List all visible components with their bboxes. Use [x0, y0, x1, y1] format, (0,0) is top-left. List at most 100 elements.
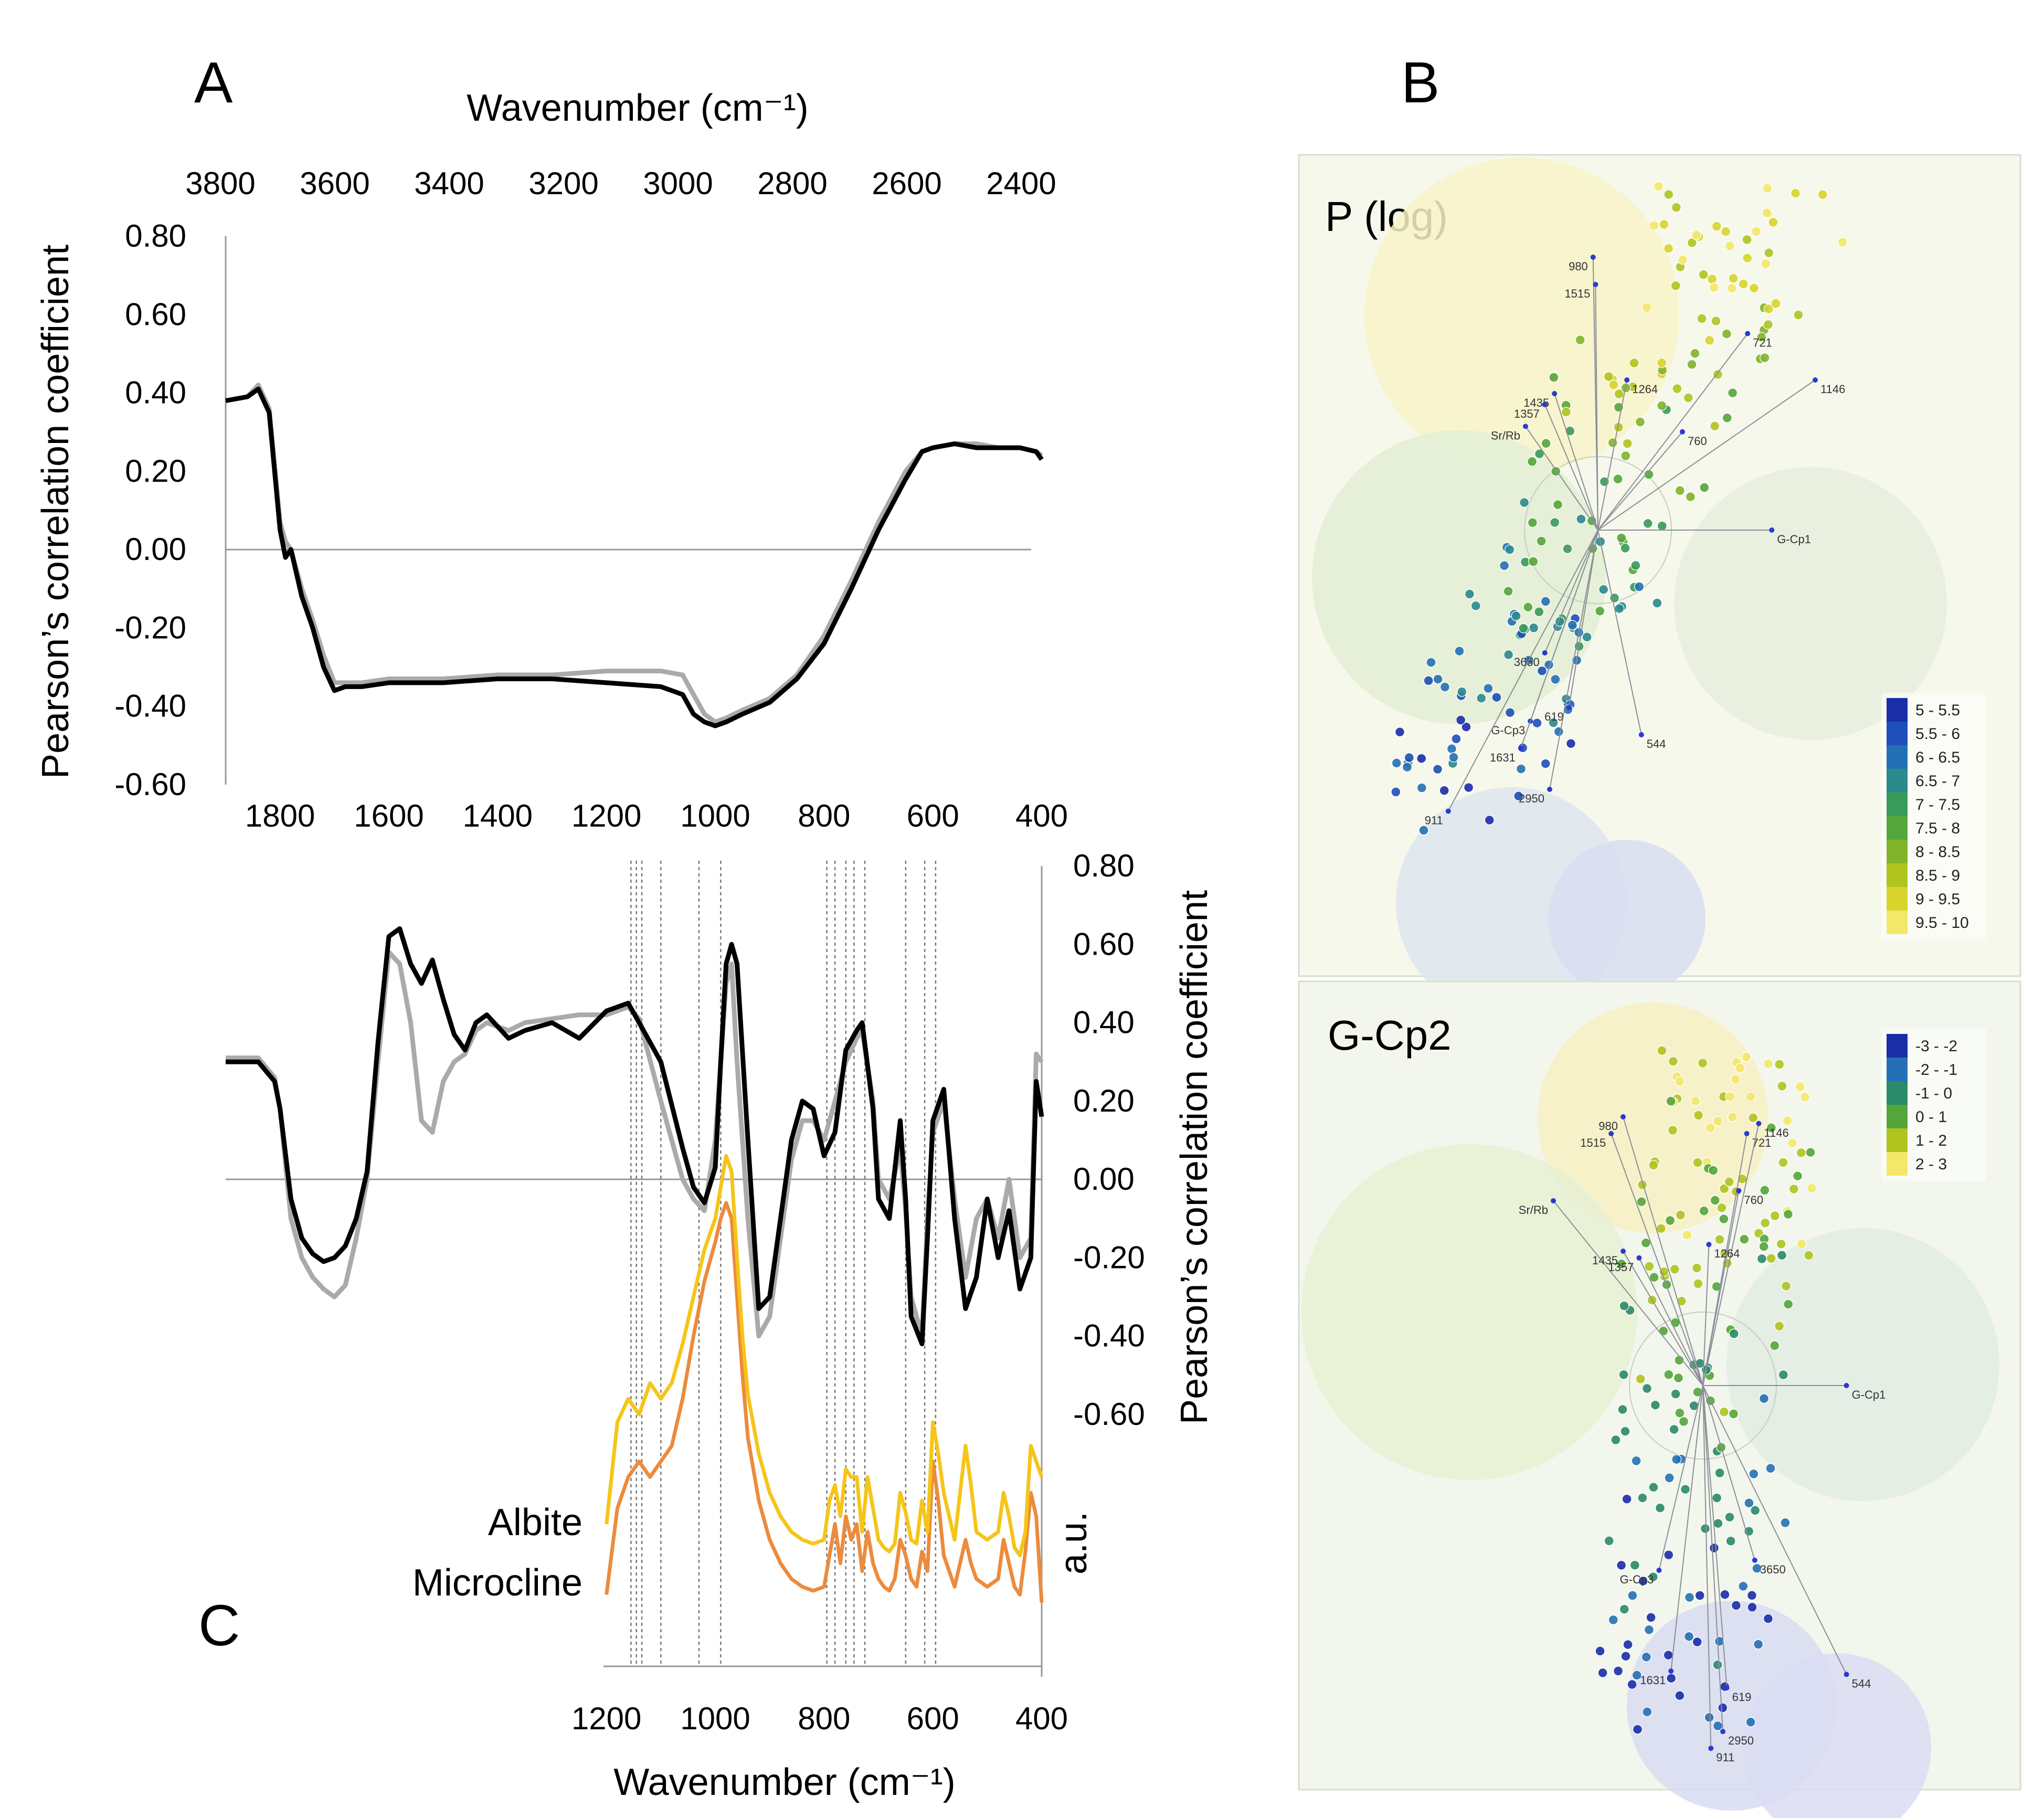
sample-point [1687, 359, 1697, 370]
sample-point [1649, 220, 1659, 231]
sample-point [1541, 438, 1551, 449]
sample-point [1689, 1400, 1699, 1411]
loading-vector [1597, 431, 1683, 531]
legend-label: -3 - -2 [1915, 1038, 1957, 1055]
sample-point [1627, 1590, 1638, 1601]
sample-point [1565, 738, 1576, 749]
sample-point [1528, 556, 1539, 567]
sample-point [1698, 269, 1709, 280]
sample-point [1620, 543, 1630, 554]
sample-point [1608, 1614, 1619, 1625]
panel-a-top-x-tick: 2400 [986, 166, 1056, 201]
sample-point [1766, 1253, 1776, 1264]
sample-point [1550, 674, 1561, 685]
sample-point [1708, 1165, 1719, 1176]
sample-point [1632, 1724, 1643, 1735]
sample-point [1632, 1670, 1642, 1680]
sample-point [1518, 623, 1529, 633]
legend-label: -2 - -1 [1915, 1061, 1957, 1079]
sample-point [1537, 665, 1548, 677]
sample-point [1700, 1523, 1711, 1534]
panel-c-series-microcline [605, 1201, 1044, 1603]
sample-point [1753, 1639, 1764, 1650]
sample-point [1616, 1560, 1627, 1571]
vector-tip [1708, 1746, 1714, 1751]
sample-point [1717, 1202, 1727, 1213]
loading-vector [1554, 393, 1598, 531]
sample-point [1790, 188, 1801, 198]
sample-point [1759, 1241, 1769, 1252]
sample-point [1694, 1590, 1705, 1601]
loading-vector [1702, 1385, 1723, 1732]
sample-point [1461, 722, 1471, 732]
loading-vector [1553, 1200, 1703, 1386]
panel-b-bottom-title: G-Cp2 [1328, 1012, 1452, 1059]
legend-swatch [1887, 1152, 1908, 1176]
density-blob [1674, 467, 1947, 740]
sample-point [1627, 1679, 1637, 1690]
panel-a-bottom-x-tick: 400 [1015, 798, 1068, 833]
sample-point [1534, 607, 1544, 617]
legend-label: 7.5 - 8 [1915, 820, 1960, 837]
sample-point [1635, 417, 1646, 427]
sample-point [1724, 1512, 1735, 1523]
sample-point [1752, 1563, 1762, 1574]
vector-tip [1813, 377, 1818, 383]
sample-point [1503, 649, 1514, 660]
sample-point [1670, 1389, 1681, 1399]
panel-c-series-black [226, 926, 1044, 1347]
sample-point [1721, 329, 1732, 339]
sample-point [1747, 1602, 1757, 1613]
vector-label: 2950 [1519, 792, 1544, 805]
sample-point [1646, 1612, 1656, 1623]
sample-point [1595, 1646, 1605, 1656]
panel-c-x-tick: 800 [798, 1701, 850, 1736]
sample-point [1687, 237, 1697, 248]
legend-label: 1 - 2 [1915, 1132, 1947, 1149]
vector-label: 980 [1569, 260, 1588, 273]
sample-point [1719, 1183, 1730, 1194]
density-blob [1301, 1144, 1637, 1480]
vector-tip [1720, 1729, 1725, 1735]
sample-point [1641, 302, 1652, 313]
sample-point [1675, 485, 1685, 496]
sample-point [1432, 764, 1443, 775]
loading-vector [1597, 530, 1642, 735]
sample-point [1675, 1210, 1686, 1220]
sample-point [1777, 1081, 1787, 1092]
sample-point [1454, 646, 1465, 657]
sample-point [1711, 221, 1722, 232]
sample-point [1505, 707, 1516, 718]
legend-label: 9 - 9.5 [1915, 891, 1960, 908]
vector-label: 1357 [1514, 407, 1540, 420]
sample-point [1637, 1493, 1648, 1503]
sample-point [1433, 674, 1443, 684]
panel-c-y-tick: 0.00 [1073, 1161, 1135, 1197]
sample-point [1648, 1160, 1659, 1170]
vector-tip [1624, 377, 1630, 383]
sample-point [1690, 1096, 1701, 1106]
sample-point [1423, 675, 1434, 686]
panel-c-x-tick: 400 [1015, 1701, 1068, 1736]
vector-tip [1566, 705, 1572, 710]
panel-a-y-tick: -0.20 [114, 610, 186, 645]
sample-point [1699, 1206, 1709, 1217]
sample-point [1742, 252, 1753, 263]
sample-point [1678, 1416, 1689, 1427]
sample-point [1621, 1651, 1631, 1662]
sample-point [1707, 274, 1718, 284]
vector-tip [1551, 1198, 1556, 1203]
vector-label: 2950 [1728, 1734, 1754, 1747]
sample-point [1705, 1123, 1716, 1133]
sample-point [1416, 753, 1427, 764]
sample-point [1693, 1278, 1703, 1289]
sample-point [1765, 1463, 1776, 1474]
legend-swatch [1887, 1058, 1908, 1081]
panel-c-au-label: a.u. [1053, 1512, 1095, 1574]
sample-point [1652, 598, 1662, 608]
legend-swatch [1887, 1105, 1908, 1128]
panel-label-a: A [194, 50, 233, 115]
sample-point [1683, 1631, 1694, 1642]
